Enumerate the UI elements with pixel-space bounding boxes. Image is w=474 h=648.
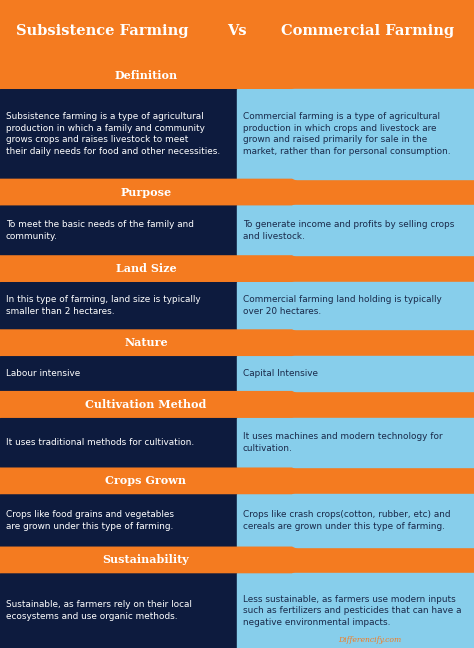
Polygon shape <box>0 179 322 205</box>
Text: Commercial farming land holding is typically
over 20 hectares.: Commercial farming land holding is typic… <box>243 295 442 316</box>
Text: Subsistence Farming: Subsistence Farming <box>16 24 188 38</box>
Text: In this type of farming, land size is typically
smaller than 2 hectares.: In this type of farming, land size is ty… <box>6 295 201 316</box>
Text: Crops Grown: Crops Grown <box>106 476 186 487</box>
Text: To meet the basic needs of the family and
community.: To meet the basic needs of the family an… <box>6 220 194 240</box>
Bar <box>237 356 474 391</box>
Text: Sustainability: Sustainability <box>103 555 190 566</box>
Text: Commercial Farming: Commercial Farming <box>281 24 454 38</box>
Bar <box>0 282 237 329</box>
Text: Crops like crash crops(cotton, rubber, etc) and
cereals are grown under this typ: Crops like crash crops(cotton, rubber, e… <box>243 510 450 531</box>
Bar <box>0 356 237 391</box>
Bar <box>0 0 474 62</box>
Text: Vs: Vs <box>227 24 247 38</box>
Bar <box>237 205 474 255</box>
Text: Purpose: Purpose <box>120 187 172 198</box>
Bar <box>237 282 474 329</box>
Text: It uses traditional methods for cultivation.: It uses traditional methods for cultivat… <box>6 438 194 447</box>
Text: To generate income and profits by selling crops
and livestock.: To generate income and profits by sellin… <box>243 220 455 240</box>
Polygon shape <box>0 467 322 494</box>
Text: Sustainable, as farmers rely on their local
ecosystems and use organic methods.: Sustainable, as farmers rely on their lo… <box>6 601 192 621</box>
Bar <box>0 494 237 546</box>
Text: Land Size: Land Size <box>116 263 176 274</box>
Text: Cultivation Method: Cultivation Method <box>85 399 207 410</box>
Bar <box>0 89 237 179</box>
Bar <box>0 418 237 467</box>
Polygon shape <box>0 391 322 418</box>
Polygon shape <box>0 329 322 356</box>
Polygon shape <box>0 255 322 282</box>
Text: Subsistence farming is a type of agricultural
production in which a family and c: Subsistence farming is a type of agricul… <box>6 112 220 156</box>
Bar <box>237 494 474 546</box>
Text: Definition: Definition <box>114 70 178 81</box>
Text: It uses machines and modern technology for
cultivation.: It uses machines and modern technology f… <box>243 432 443 453</box>
Text: Crops like food grains and vegetables
are grown under this type of farming.: Crops like food grains and vegetables ar… <box>6 510 174 531</box>
Text: Nature: Nature <box>124 337 168 348</box>
Bar <box>0 205 237 255</box>
Bar <box>237 418 474 467</box>
Polygon shape <box>0 546 322 573</box>
Bar <box>0 573 237 648</box>
Bar <box>237 573 474 648</box>
Text: Differencify.com: Differencify.com <box>338 636 401 645</box>
Text: Commercial farming is a type of agricultural
production in which crops and lives: Commercial farming is a type of agricult… <box>243 112 450 156</box>
Bar <box>237 89 474 179</box>
Polygon shape <box>0 62 322 89</box>
Text: Labour intensive: Labour intensive <box>6 369 80 378</box>
Text: Capital Intensive: Capital Intensive <box>243 369 318 378</box>
Text: Less sustainable, as farmers use modern inputs
such as fertilizers and pesticide: Less sustainable, as farmers use modern … <box>243 595 462 627</box>
